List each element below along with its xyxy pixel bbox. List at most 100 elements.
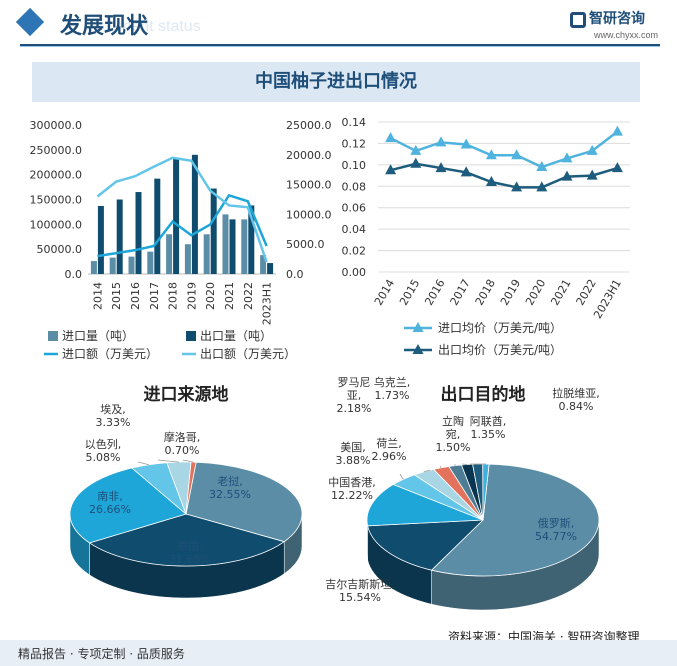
chart1-y2-tick: 5000.0: [286, 238, 325, 251]
chart1-y-tick: 150000.0: [30, 194, 83, 207]
chart1-x-tick: 2023H1: [261, 282, 274, 325]
pie1-label: 以色列,: [85, 437, 122, 451]
price-marker: [511, 149, 523, 160]
legend-swatch: [186, 331, 196, 341]
pie2-label: 亚,: [347, 389, 362, 402]
pie2-label: 阿联酋,: [470, 414, 507, 428]
chart2-x-tick: 2019: [498, 277, 523, 308]
export-qty-bar: [267, 263, 274, 274]
pie1-slice: [88, 513, 286, 567]
import-qty-bar: [109, 257, 116, 274]
header: ment status 发展现状 智研咨询 www.chyxx.com: [0, 0, 677, 47]
brand-url: www.chyxx.com: [594, 30, 659, 40]
legend-label: 进口均价（万美元/吨）: [438, 321, 562, 335]
legend-label: 进口额（万美元）: [62, 347, 158, 361]
chart2-y-tick: 0.12: [342, 137, 367, 150]
pie2-pct: 0.84%: [559, 400, 594, 413]
chart1-y-tick: 300000.0: [30, 119, 83, 132]
legend-marker: [412, 322, 424, 332]
pie2-label: 拉脱维亚,: [552, 386, 600, 400]
pie2-leader: [461, 463, 468, 465]
chart2-x-tick: 2018: [473, 277, 498, 308]
legend-label: 进口量（吨）: [62, 329, 134, 343]
pie2-label: 荷兰,: [376, 437, 402, 450]
chart1-x-tick: 2022: [242, 282, 255, 310]
pie2-pct: 1.35%: [471, 428, 506, 441]
chart2-y-tick: 0.10: [342, 159, 367, 172]
chart2-x-tick: 2021: [548, 277, 573, 308]
pie1-pct: 26.66%: [89, 503, 131, 516]
export-qty-bar: [210, 188, 217, 274]
price-marker: [536, 181, 548, 192]
chart1-y2-tick: 20000.0: [286, 149, 332, 162]
pie2-label: 俄罗斯,: [538, 517, 575, 530]
logo-text: 智研咨询: [589, 11, 645, 27]
pie1-title: 进口来源地: [144, 384, 229, 405]
pie2-pct: 3.88%: [336, 454, 371, 467]
price-marker: [511, 181, 523, 192]
pie2-label: 美国,: [340, 441, 366, 454]
price-marker: [460, 138, 472, 149]
export-qty-bar: [135, 192, 142, 274]
legend-label: 出口量（吨）: [200, 329, 272, 343]
pie1-leader: [137, 461, 149, 466]
export-qty-bar: [248, 205, 255, 274]
import-qty-bar: [128, 256, 135, 274]
chart2-y-tick: 0.00: [342, 266, 367, 279]
export-qty-bar: [116, 199, 123, 274]
price-marker: [536, 161, 548, 171]
legend-swatch: [48, 331, 58, 341]
import-qty-bar: [260, 255, 267, 274]
price-marker: [410, 144, 422, 155]
pie1-label: 摩洛哥,: [164, 430, 201, 444]
pie1-label: 埃及,: [100, 402, 126, 416]
price-marker: [586, 169, 598, 180]
legend-label: 出口均价（万美元/吨）: [438, 343, 562, 357]
pie2-slice: [430, 463, 600, 577]
import-price-line: [390, 130, 619, 169]
pie1-pct: 32.55%: [209, 488, 251, 501]
chart1-y-tick: 200000.0: [30, 169, 83, 182]
pie2-pct: 2.96%: [372, 450, 407, 463]
pie1-leader: [182, 459, 194, 463]
chart2-x-tick: 2015: [397, 277, 422, 308]
pie2-pct: 15.54%: [339, 591, 381, 604]
chart1-y2-tick: 10000.0: [286, 208, 332, 221]
export-qty-bar: [229, 219, 236, 274]
chart2-y-tick: 0.06: [342, 202, 367, 215]
chart1-x-tick: 2017: [148, 282, 161, 310]
chart1-x-tick: 2016: [129, 282, 142, 310]
pie2-slice: [367, 519, 485, 571]
pie2-leader: [399, 473, 404, 480]
chart1-x-tick: 2021: [223, 282, 236, 310]
chart1-y2-tick: 15000.0: [286, 179, 332, 192]
pie2-label: 乌克兰,: [374, 375, 411, 389]
import-qty-bar: [147, 251, 154, 274]
chart2-x-tick: 2022: [574, 277, 599, 308]
pie1-pct: 0.70%: [165, 444, 200, 457]
import-qty-bar: [184, 244, 191, 274]
pie2-pct: 54.77%: [535, 530, 577, 543]
pie2-slice: [366, 484, 484, 527]
chart1-y2-tick: 25000.0: [286, 119, 332, 132]
price-marker: [435, 162, 447, 173]
logo-icon: [570, 12, 586, 28]
chart2-y-tick: 0.04: [342, 223, 367, 236]
pie1-label: 泰国,: [177, 539, 203, 553]
header-ghost-text: ment status: [118, 18, 201, 35]
import-qty-bar: [203, 234, 210, 274]
pie1-pct: 5.08%: [86, 451, 121, 464]
import-qty-bar: [222, 214, 229, 274]
chart2-y-tick: 0.02: [342, 245, 367, 258]
chart1-x-tick: 2015: [110, 282, 123, 310]
chart2-y-tick: 0.14: [342, 116, 367, 129]
chart1-y2-tick: 0.0: [286, 268, 304, 281]
export-amount-line: [96, 156, 268, 263]
banner-title: 中国柚子进出口情况: [255, 71, 417, 92]
pie2-leader: [439, 465, 442, 468]
price-marker: [485, 149, 497, 160]
footer-bar: 精品报告 · 专项定制 · 品质服务: [0, 640, 677, 666]
chart2-x-tick: 2020: [523, 277, 548, 308]
price-marker: [485, 176, 497, 186]
